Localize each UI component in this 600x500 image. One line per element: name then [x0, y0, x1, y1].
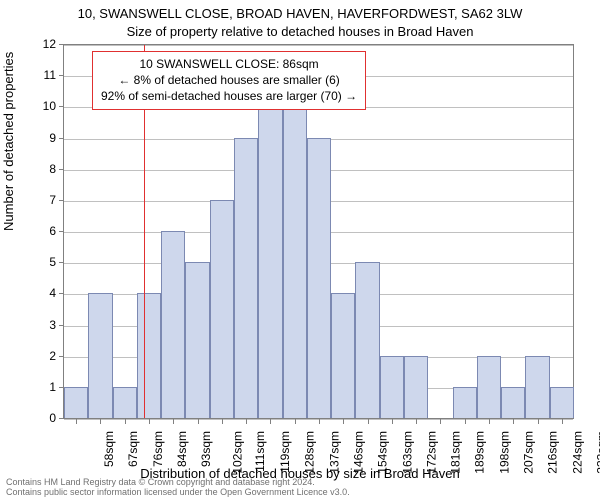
histogram-bar: [234, 138, 258, 419]
y-tick-label: 8: [16, 162, 56, 176]
y-tick-mark: [59, 169, 64, 170]
y-tick-mark: [59, 356, 64, 357]
histogram-bar: [64, 387, 88, 418]
y-tick-label: 4: [16, 286, 56, 300]
y-tick-label: 5: [16, 255, 56, 269]
x-tick-label: 93sqm: [199, 431, 213, 467]
histogram-bar: [258, 106, 282, 418]
x-tick-label: 84sqm: [175, 431, 189, 467]
x-tick-label: 58sqm: [102, 431, 116, 467]
histogram-bar: [355, 262, 379, 418]
y-axis-title: Number of detached properties: [1, 52, 16, 231]
x-tick-mark: [270, 419, 271, 424]
x-tick-mark: [440, 419, 441, 424]
y-tick-label: 9: [16, 131, 56, 145]
histogram-bar: [525, 356, 549, 418]
x-tick-mark: [562, 419, 563, 424]
histogram-bar: [477, 356, 501, 418]
x-tick-mark: [222, 419, 223, 424]
info-box-line2: ← 8% of detached houses are smaller (6): [101, 72, 357, 88]
plot-area: 10 SWANSWELL CLOSE: 86sqm← 8% of detache…: [64, 44, 574, 418]
histogram-bar: [88, 293, 112, 418]
x-tick-mark: [319, 419, 320, 424]
x-tick-mark: [246, 419, 247, 424]
chart-title-line1: 10, SWANSWELL CLOSE, BROAD HAVEN, HAVERF…: [0, 6, 600, 21]
y-tick-label: 6: [16, 224, 56, 238]
y-tick-mark: [59, 106, 64, 107]
histogram-bar: [501, 387, 525, 418]
x-tick-mark: [489, 419, 490, 424]
x-tick-mark: [392, 419, 393, 424]
y-tick-label: 1: [16, 380, 56, 394]
x-tick-label: 67sqm: [126, 431, 140, 467]
x-tick-label: 76sqm: [151, 431, 165, 467]
y-tick-mark: [59, 325, 64, 326]
y-tick-mark: [59, 44, 64, 45]
histogram-bar: [331, 293, 355, 418]
y-tick-mark: [59, 231, 64, 232]
y-tick-mark: [59, 293, 64, 294]
y-tick-mark: [59, 138, 64, 139]
histogram-bar: [113, 387, 137, 418]
x-tick-mark: [513, 419, 514, 424]
x-tick-mark: [368, 419, 369, 424]
x-tick-mark: [538, 419, 539, 424]
histogram-bar: [404, 356, 428, 418]
x-tick-mark: [173, 419, 174, 424]
footer-attribution: Contains HM Land Registry data © Crown c…: [6, 478, 350, 498]
x-tick-mark: [76, 419, 77, 424]
y-tick-label: 10: [16, 99, 56, 113]
y-tick-mark: [59, 418, 64, 419]
y-tick-mark: [59, 262, 64, 263]
x-tick-mark: [416, 419, 417, 424]
y-tick-mark: [59, 387, 64, 388]
x-tick-mark: [295, 419, 296, 424]
y-tick-label: 11: [16, 68, 56, 82]
histogram-bar: [380, 356, 404, 418]
x-tick-mark: [343, 419, 344, 424]
x-tick-mark: [149, 419, 150, 424]
histogram-bar: [283, 106, 307, 418]
x-tick-mark: [465, 419, 466, 424]
chart-title-line2: Size of property relative to detached ho…: [0, 24, 600, 39]
histogram-bar: [185, 262, 209, 418]
histogram-bar: [161, 231, 185, 418]
info-box: 10 SWANSWELL CLOSE: 86sqm← 8% of detache…: [92, 51, 366, 110]
y-tick-mark: [59, 75, 64, 76]
y-tick-label: 3: [16, 318, 56, 332]
y-tick-label: 0: [16, 411, 56, 425]
footer-line2: Contains public sector information licen…: [6, 488, 350, 498]
histogram-bar: [210, 200, 234, 418]
info-box-line3: 92% of semi-detached houses are larger (…: [101, 88, 357, 104]
info-box-line1: 10 SWANSWELL CLOSE: 86sqm: [101, 56, 357, 72]
x-tick-mark: [198, 419, 199, 424]
histogram-bar: [550, 387, 574, 418]
y-tick-label: 7: [16, 193, 56, 207]
y-tick-label: 2: [16, 349, 56, 363]
x-tick-mark: [100, 419, 101, 424]
x-tick-mark: [125, 419, 126, 424]
y-tick-label: 12: [16, 37, 56, 51]
histogram-bar: [307, 138, 331, 419]
y-tick-mark: [59, 200, 64, 201]
histogram-bar: [137, 293, 161, 418]
gridline: [64, 45, 573, 46]
histogram-bar: [453, 387, 477, 418]
